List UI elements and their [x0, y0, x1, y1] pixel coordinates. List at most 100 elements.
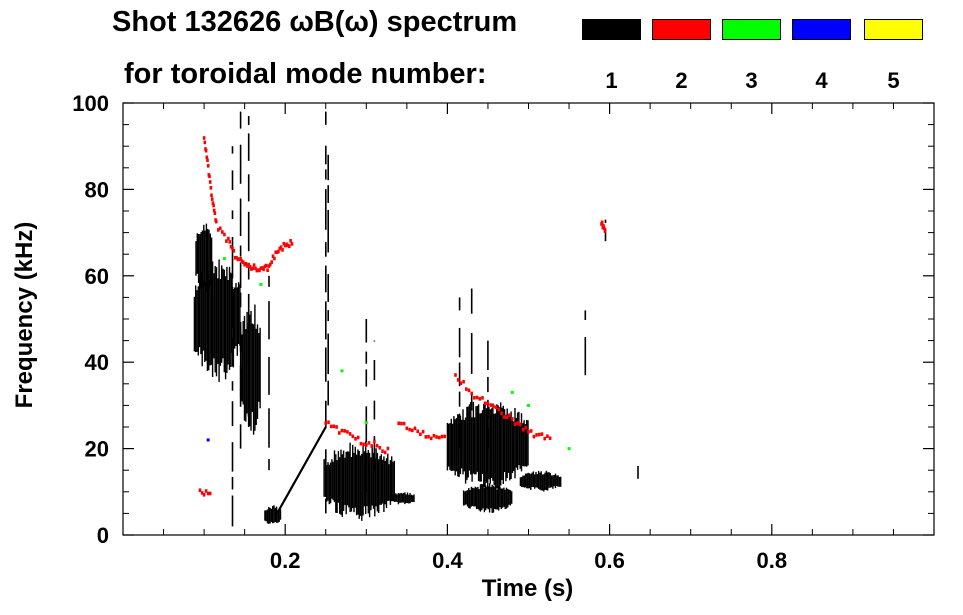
mode2-point — [508, 413, 511, 417]
mode2-point — [478, 397, 482, 401]
mode2-point — [362, 442, 365, 447]
mode2-point — [244, 262, 248, 266]
x-tick-label: 0.8 — [757, 548, 788, 573]
y-tick-label: 20 — [85, 437, 109, 462]
legend-swatch-mode-1 — [582, 19, 641, 40]
mode2-point — [346, 430, 349, 434]
mode2-point — [243, 262, 246, 267]
mode2-point — [266, 268, 269, 272]
mode2-point — [240, 259, 244, 263]
mode2-point — [239, 257, 242, 261]
mode2-point — [397, 421, 400, 426]
mode2-point — [221, 230, 224, 234]
mode1-chirp — [276, 426, 327, 514]
mode2-point — [405, 426, 409, 431]
mode2-point — [400, 421, 403, 426]
mode2-point — [242, 260, 245, 264]
mode3-point — [510, 390, 514, 394]
mode2-point — [290, 242, 294, 246]
mode2-point — [543, 436, 546, 441]
mode2-point — [340, 428, 344, 433]
legend-swatch-mode-4 — [792, 19, 851, 40]
mode2-point — [209, 186, 213, 190]
mode2-point — [497, 407, 501, 412]
mode2-point — [281, 248, 284, 252]
mode2-point — [443, 434, 446, 439]
mode2-point — [265, 263, 268, 268]
legend-swatch-mode-2 — [652, 19, 711, 40]
mode2-point — [271, 254, 275, 258]
mode2-point — [202, 136, 206, 140]
mode2-point — [438, 435, 441, 440]
mode2-point — [427, 434, 430, 439]
mode2-point — [511, 417, 514, 421]
ticks-layer: 0.2 0.4 0.6 0.8 0 20 40 60 80 100 — [72, 91, 934, 573]
mode2-point — [204, 489, 208, 493]
mode2-point — [500, 411, 503, 416]
mode2-point — [378, 446, 382, 450]
mode2-point — [263, 264, 267, 269]
mode2-point — [408, 427, 411, 432]
mode2-point — [481, 396, 484, 400]
mode2-point — [231, 246, 234, 251]
mode2-point — [212, 203, 215, 208]
mode2-point — [289, 239, 292, 243]
mode2-point — [204, 148, 208, 153]
mode2-point — [329, 424, 333, 429]
mode2-point — [527, 429, 530, 434]
mode2-point — [540, 432, 544, 436]
mode2-point — [324, 421, 327, 425]
mode2-point — [229, 245, 233, 249]
mode2-point — [411, 428, 414, 433]
mode2-point — [348, 432, 352, 436]
mode2-point — [381, 449, 384, 453]
mode2-point — [275, 250, 279, 254]
mode2-point — [600, 220, 604, 225]
mode2-point — [429, 436, 433, 441]
mode4-point — [206, 438, 210, 442]
mode2-point — [262, 267, 265, 272]
mode3-point — [364, 421, 368, 425]
mode2-point — [232, 249, 236, 253]
mode3-point — [340, 369, 344, 373]
mode2-point — [513, 422, 517, 426]
mode2-point — [213, 211, 217, 215]
mode2-point — [359, 441, 363, 446]
mode2-point — [210, 197, 214, 201]
mode2-point — [416, 429, 419, 434]
mode2-point — [486, 401, 490, 406]
mode2-point — [251, 266, 255, 271]
mode2-point — [529, 429, 533, 433]
mode2-point — [202, 493, 206, 497]
mode2-point — [603, 229, 607, 233]
mode2-point — [489, 403, 492, 407]
mode2-point — [269, 262, 272, 267]
mode2-point — [332, 424, 336, 429]
y-tick-label: 100 — [72, 91, 109, 116]
mode2-point — [198, 488, 202, 492]
mode2-point — [424, 435, 428, 439]
mode2-point — [212, 208, 216, 213]
mode2-point — [235, 256, 238, 260]
mode2-point — [383, 450, 387, 455]
mode3-point — [527, 403, 530, 407]
y-tick-label: 60 — [85, 264, 109, 289]
mode2-point — [519, 422, 522, 427]
mode2-point — [440, 434, 444, 439]
mode2-point — [356, 435, 360, 440]
mode2-point — [208, 491, 212, 496]
mode2-point — [205, 155, 209, 160]
y-tick-label: 0 — [97, 523, 109, 548]
mode2-point — [419, 432, 422, 437]
mode2-point — [237, 257, 241, 261]
mode2-point — [282, 241, 286, 246]
mode2-point — [211, 201, 215, 205]
y-tick-label: 80 — [85, 177, 109, 202]
chart-title: Shot 132626 ωB(ω) spectrum — [112, 6, 518, 38]
mode2-point — [217, 228, 220, 232]
mode2-point — [206, 491, 210, 496]
mode2-point — [343, 429, 346, 433]
mode2-point — [219, 226, 222, 231]
mode2-point — [375, 443, 379, 448]
mode2-point — [252, 263, 256, 267]
